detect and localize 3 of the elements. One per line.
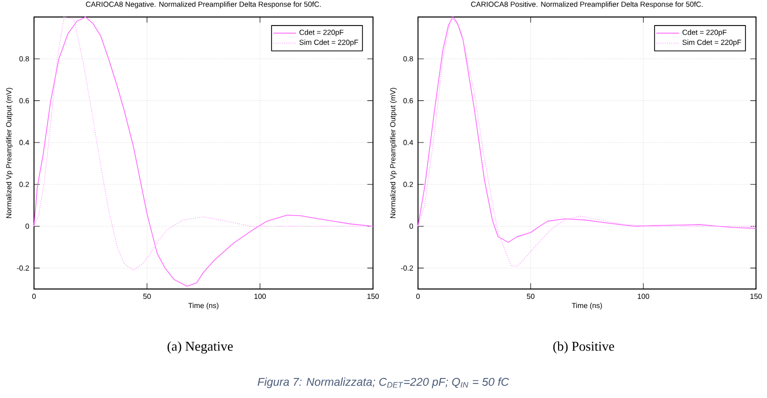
text: (b) Positive bbox=[553, 341, 614, 354]
text: Figura 7: Normalizzata; C$_{DET}$=220 pF; Q$_{IN}$ = 50 fC bbox=[258, 378, 510, 388]
text: (a) Negative bbox=[168, 341, 233, 354]
